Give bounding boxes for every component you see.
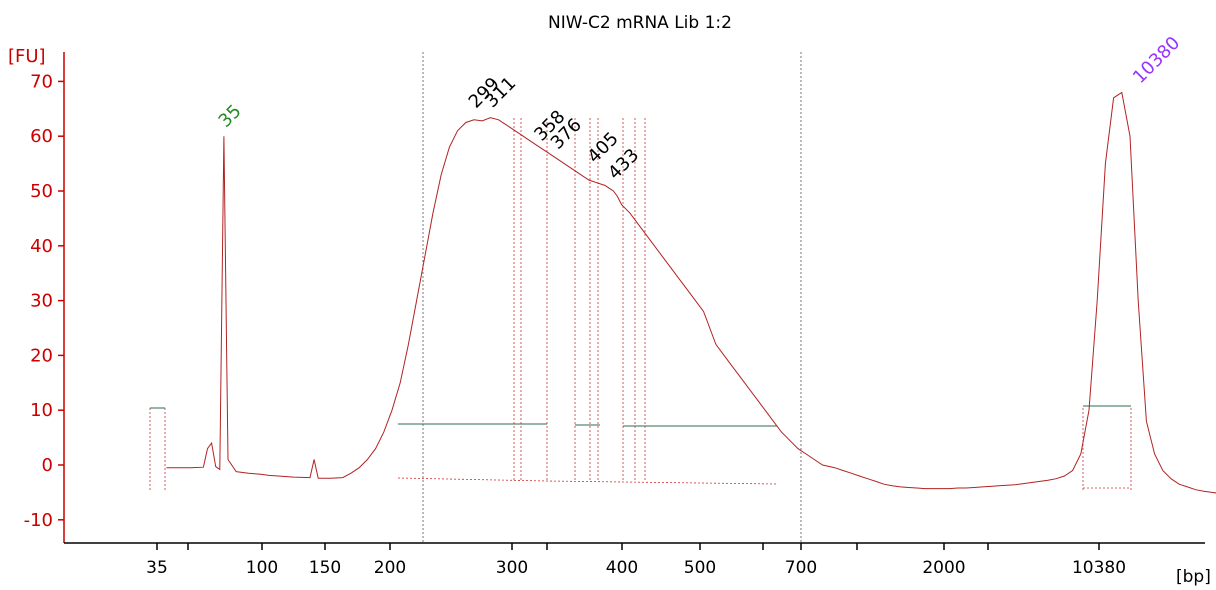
x-axis-label: [bp]: [1176, 567, 1211, 587]
x-tick-label: 400: [606, 558, 638, 578]
x-tick-label: 500: [684, 558, 716, 578]
y-tick-label: 10: [30, 400, 53, 421]
x-tick-label: 700: [785, 558, 817, 578]
x-tick-label: 2000: [922, 558, 965, 578]
series-line: [166, 91, 1216, 494]
x-tick-label: 10380: [1072, 558, 1126, 578]
y-tick-label: 0: [42, 455, 53, 476]
y-tick-label: 50: [30, 181, 53, 202]
peak-label: 35: [215, 101, 246, 132]
x-ticks: 35 100 150 200 300 400 500 700 2000 10380: [146, 543, 1126, 578]
x-tick-label: 100: [246, 558, 278, 578]
baseline-dotted: [397, 477, 778, 485]
y-tick-label: 30: [30, 291, 53, 312]
y-tick-label: 70: [30, 71, 53, 92]
peak-label: 10380: [1129, 33, 1184, 88]
x-tick-label: 200: [374, 558, 406, 578]
chart-title: NIW-C2 mRNA Lib 1:2: [548, 13, 732, 33]
y-ticks: 70 60 50 40 30 20 10 0 -10: [24, 71, 64, 531]
x-tick-label: 150: [309, 558, 341, 578]
y-tick-label: -10: [24, 510, 53, 531]
y-tick-label: 40: [30, 236, 53, 257]
baseline-segments: [150, 405, 1131, 489]
x-tick-label: 300: [496, 558, 528, 578]
y-tick-label: 20: [30, 345, 53, 366]
y-axis-label: [FU]: [8, 46, 46, 67]
y-tick-label: 60: [30, 126, 53, 147]
dashed-markers: [149, 52, 1132, 543]
x-tick-label: 35: [146, 558, 168, 578]
